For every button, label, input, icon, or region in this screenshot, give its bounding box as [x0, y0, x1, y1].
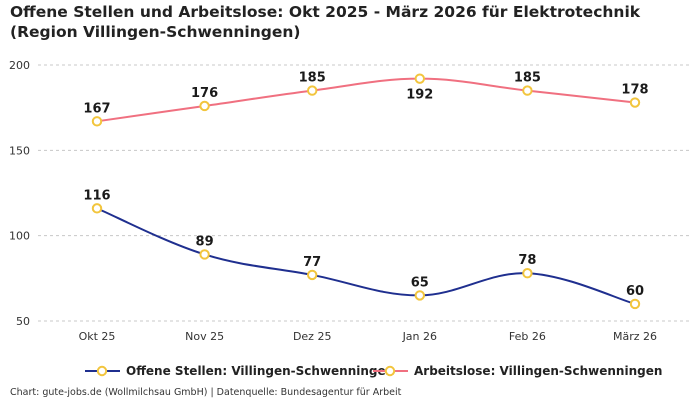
data-label: 192: [406, 88, 433, 103]
x-tick-label: Nov 25: [185, 330, 224, 343]
series-line: [96, 77, 636, 123]
data-label: 78: [518, 253, 536, 268]
data-point: [522, 85, 533, 96]
x-axis-ticks: Okt 25 Nov 25 Dez 25 Jan 26 Feb 26 März 26: [79, 330, 657, 343]
series-lines: [96, 77, 636, 305]
legend[interactable]: Offene Stellen: Villingen-Schwenningen Ar…: [85, 364, 662, 378]
chart-title: Offene Stellen und Arbeitslose: Okt 2025…: [10, 3, 641, 41]
y-tick-label: 200: [9, 59, 30, 72]
data-label: 60: [626, 284, 644, 299]
data-label: 89: [196, 234, 214, 249]
legend-label: Arbeitslose: Villingen-Schwenningen: [414, 364, 662, 378]
x-tick-label: Okt 25: [79, 330, 116, 343]
x-tick-label: Feb 26: [509, 330, 546, 343]
data-point: [91, 203, 103, 214]
x-tick-label: Jan 26: [402, 330, 437, 343]
legend-label: Offene Stellen: Villingen-Schwenningen: [126, 364, 394, 378]
y-axis-ticks: 50 100 150 200: [9, 59, 30, 328]
data-label: 178: [621, 83, 648, 98]
data-label: 176: [191, 86, 218, 101]
data-point: [414, 290, 425, 301]
legend-swatch-marker: [96, 365, 108, 377]
series-line: [96, 207, 636, 305]
data-point: [629, 298, 641, 310]
data-label: 167: [83, 101, 110, 116]
data-labels: 116 89 77 65 78 60 167 176 185 192 185 178: [83, 71, 648, 299]
x-tick-label: Dez 25: [293, 330, 332, 343]
data-label: 77: [303, 255, 321, 270]
y-tick-label: 150: [9, 144, 30, 157]
y-tick-label: 100: [9, 230, 30, 243]
data-label: 116: [83, 188, 110, 203]
data-point: [307, 269, 318, 281]
data-label: 185: [299, 71, 326, 86]
data-point: [414, 73, 425, 84]
data-point: [199, 100, 210, 112]
data-point: [522, 268, 533, 279]
y-tick-label: 50: [16, 315, 30, 328]
data-label: 185: [514, 71, 541, 86]
gridlines: [38, 64, 692, 322]
data-point: [91, 116, 103, 127]
x-tick-label: März 26: [613, 330, 657, 343]
series-markers: [91, 73, 641, 310]
source-footer: Chart: gute-jobs.de (Wollmilchsau GmbH) …: [10, 387, 402, 398]
data-label: 65: [411, 275, 429, 290]
data-point: [307, 85, 318, 96]
data-point: [629, 97, 641, 108]
data-point: [199, 249, 210, 260]
legend-swatch-marker: [384, 365, 396, 377]
